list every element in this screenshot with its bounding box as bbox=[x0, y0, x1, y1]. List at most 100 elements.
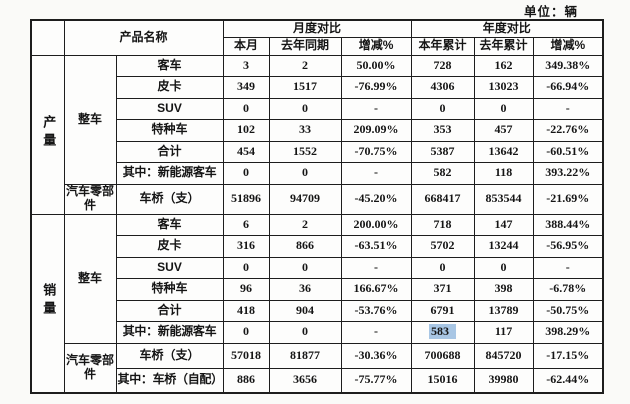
value-cell: 2 bbox=[268, 213, 342, 236]
row-label: 皮卡 bbox=[115, 235, 224, 258]
value-cell: 349.38% bbox=[532, 54, 604, 77]
group-label-vehicles: 整车 bbox=[63, 54, 117, 185]
value-cell: 0 bbox=[268, 97, 342, 120]
row-label: 特种车 bbox=[115, 278, 224, 301]
value-cell: -6.78% bbox=[532, 278, 604, 301]
value-cell: 398 bbox=[473, 278, 534, 301]
value-cell: 418 bbox=[222, 299, 270, 322]
value-cell: 718 bbox=[410, 213, 475, 236]
header-annual-comparison: 年度对比 bbox=[410, 19, 604, 38]
value-cell: 36 bbox=[268, 278, 342, 301]
value-cell: 371 bbox=[410, 278, 475, 301]
value-cell: - bbox=[340, 321, 412, 344]
value-cell: -75.77% bbox=[340, 367, 412, 394]
value-cell: -53.76% bbox=[340, 299, 412, 322]
value-cell: 0 bbox=[222, 97, 270, 120]
value-cell: - bbox=[532, 256, 604, 279]
selected-text-highlight[interactable]: 583 bbox=[429, 324, 457, 340]
row-label: 客车 bbox=[115, 54, 224, 77]
row-label: 合计 bbox=[115, 299, 224, 322]
value-cell: 349 bbox=[222, 76, 270, 99]
value-cell: 316 bbox=[222, 235, 270, 258]
value-cell: 5387 bbox=[410, 140, 475, 163]
header-change-pct-monthly: 增减% bbox=[340, 36, 412, 56]
group-label-auto-parts: 汽车零部件 bbox=[63, 342, 117, 394]
value-cell: 13023 bbox=[473, 76, 534, 99]
value-cell: 5702 bbox=[410, 235, 475, 258]
value-cell: 6 bbox=[222, 213, 270, 236]
value-cell: 728 bbox=[410, 54, 475, 77]
section-label-sales: 销量 bbox=[30, 213, 65, 394]
value-cell: 398.29% bbox=[532, 321, 604, 344]
value-cell: 2 bbox=[268, 54, 342, 77]
value-cell: 118 bbox=[473, 162, 534, 185]
header-change-pct-annual: 增减% bbox=[532, 36, 604, 56]
header-ytd-last-year: 去年累计 bbox=[473, 36, 534, 56]
value-cell: 33 bbox=[268, 119, 342, 142]
value-cell: -66.94% bbox=[532, 76, 604, 99]
value-cell: -63.51% bbox=[340, 235, 412, 258]
value-cell: 50.00% bbox=[340, 54, 412, 77]
value-cell: 4306 bbox=[410, 76, 475, 99]
value-cell: -50.75% bbox=[532, 299, 604, 322]
row-label: 合计 bbox=[115, 140, 224, 163]
header-this-month: 本月 bbox=[222, 36, 270, 56]
unit-label: 单位：辆 bbox=[523, 5, 578, 19]
value-cell: - bbox=[340, 97, 412, 120]
value-cell: 845720 bbox=[473, 342, 534, 369]
value-cell: 1552 bbox=[268, 140, 342, 163]
value-cell: 0 bbox=[222, 256, 270, 279]
value-cell: 0 bbox=[268, 321, 342, 344]
value-cell: 0 bbox=[410, 97, 475, 120]
group-label-vehicles: 整车 bbox=[63, 213, 117, 344]
value-cell: 582 bbox=[410, 162, 475, 185]
value-cell: 0 bbox=[268, 256, 342, 279]
value-cell: 13244 bbox=[473, 235, 534, 258]
value-cell: -45.20% bbox=[340, 183, 412, 215]
value-cell: 15016 bbox=[410, 367, 475, 394]
group-label-auto-parts: 汽车零部件 bbox=[63, 183, 117, 215]
value-cell: 200.00% bbox=[340, 213, 412, 236]
value-cell: 0 bbox=[410, 256, 475, 279]
value-cell: 1517 bbox=[268, 76, 342, 99]
value-cell: 96 bbox=[222, 278, 270, 301]
value-cell: 457 bbox=[473, 119, 534, 142]
value-cell: 0 bbox=[473, 256, 534, 279]
value-cell: 57018 bbox=[222, 342, 270, 369]
value-cell: -22.76% bbox=[532, 119, 604, 142]
value-cell: - bbox=[340, 256, 412, 279]
value-cell: 81877 bbox=[268, 342, 342, 369]
row-label: 皮卡 bbox=[115, 76, 224, 99]
value-cell: 162 bbox=[473, 54, 534, 77]
row-label: SUV bbox=[115, 256, 224, 279]
value-cell: -76.99% bbox=[340, 76, 412, 99]
value-cell: 0 bbox=[268, 162, 342, 185]
value-cell: - bbox=[340, 162, 412, 185]
production-sales-table: 产品名称 月度对比 年度对比 本月 去年同期 增减% 本年累计 去年累计 增减%… bbox=[30, 19, 605, 394]
header-last-year-same-period: 去年同期 bbox=[268, 36, 342, 56]
row-label: 车桥（支） bbox=[115, 183, 224, 215]
value-cell: 583 bbox=[410, 321, 475, 344]
value-cell: 147 bbox=[473, 213, 534, 236]
value-cell: 13789 bbox=[473, 299, 534, 322]
value-cell: 13642 bbox=[473, 140, 534, 163]
value-cell: 353 bbox=[410, 119, 475, 142]
value-cell: 51896 bbox=[222, 183, 270, 215]
value-cell: -30.36% bbox=[340, 342, 412, 369]
value-cell: 393.22% bbox=[532, 162, 604, 185]
value-cell: 0 bbox=[222, 162, 270, 185]
value-cell: 853544 bbox=[473, 183, 534, 215]
value-cell: 102 bbox=[222, 119, 270, 142]
row-label: 车桥（支） bbox=[115, 342, 224, 369]
row-label: 特种车 bbox=[115, 119, 224, 142]
value-cell: -70.75% bbox=[340, 140, 412, 163]
section-label-production: 产量 bbox=[30, 54, 65, 215]
value-cell: -62.44% bbox=[532, 367, 604, 394]
row-label: SUV bbox=[115, 97, 224, 120]
value-cell: 117 bbox=[473, 321, 534, 344]
value-cell: -21.69% bbox=[532, 183, 604, 215]
value-cell: 3656 bbox=[268, 367, 342, 394]
value-cell: -56.95% bbox=[532, 235, 604, 258]
header-ytd-this-year: 本年累计 bbox=[410, 36, 475, 56]
